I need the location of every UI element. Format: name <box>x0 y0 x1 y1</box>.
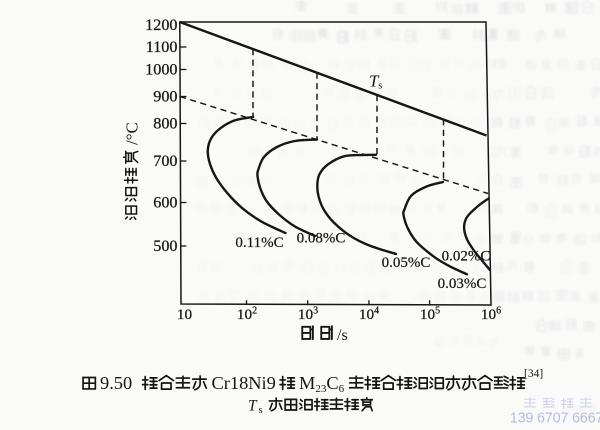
svg-text:[34]: [34] <box>524 368 543 380</box>
svg-text:1100: 1100 <box>146 38 178 56</box>
svg-text:s: s <box>378 81 382 92</box>
svg-text:/s: /s <box>337 327 348 344</box>
svg-text:0.03%C: 0.03%C <box>438 276 487 292</box>
svg-text:800: 800 <box>153 115 177 133</box>
svg-text:102: 102 <box>237 305 257 323</box>
svg-text:T: T <box>369 72 380 91</box>
svg-text:700: 700 <box>153 152 177 170</box>
svg-text:104: 104 <box>359 305 379 323</box>
svg-text:T: T <box>248 397 258 414</box>
svg-text:0.11%C: 0.11%C <box>235 235 283 251</box>
svg-text:600: 600 <box>153 194 177 212</box>
svg-text:9.50: 9.50 <box>100 373 132 393</box>
svg-text:900: 900 <box>153 88 177 106</box>
svg-text:0.08%C: 0.08%C <box>297 231 346 247</box>
svg-text:s: s <box>259 405 263 416</box>
svg-text:139 6707 6667: 139 6707 6667 <box>510 411 600 427</box>
svg-text:1200: 1200 <box>145 16 177 34</box>
svg-text:M23C6: M23C6 <box>299 373 345 395</box>
svg-text:10: 10 <box>177 306 193 323</box>
svg-text:/°C: /°C <box>122 122 141 145</box>
svg-text:1000: 1000 <box>145 61 177 79</box>
svg-text:0.05%C: 0.05%C <box>382 255 431 271</box>
svg-text:500: 500 <box>153 237 177 255</box>
svg-text:0.02%C: 0.02%C <box>442 249 491 265</box>
svg-text:Cr18Ni9: Cr18Ni9 <box>212 373 276 393</box>
